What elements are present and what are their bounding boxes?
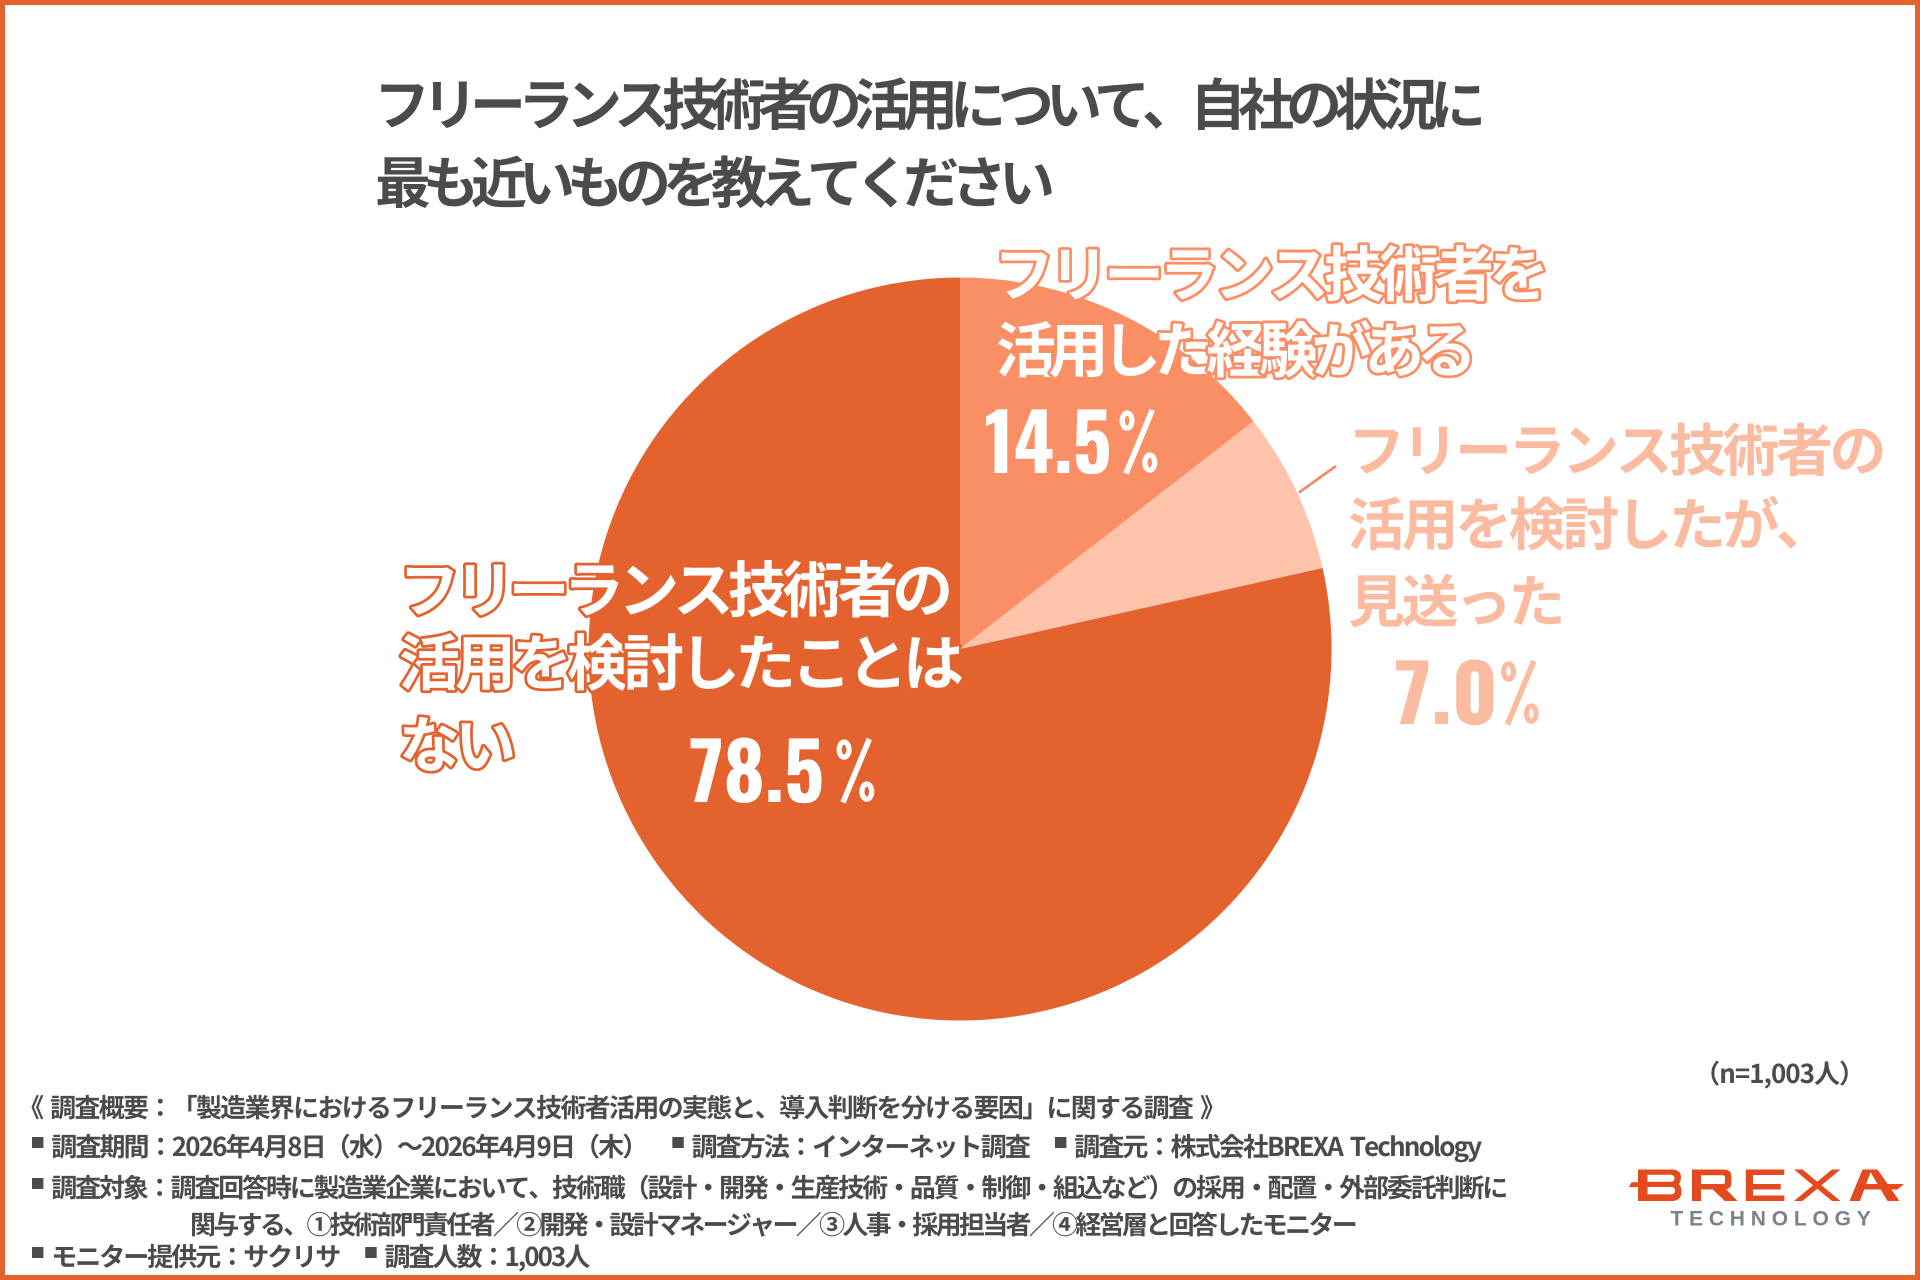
svg-text:TECHNOLOGY: TECHNOLOGY [1670, 1208, 1876, 1231]
